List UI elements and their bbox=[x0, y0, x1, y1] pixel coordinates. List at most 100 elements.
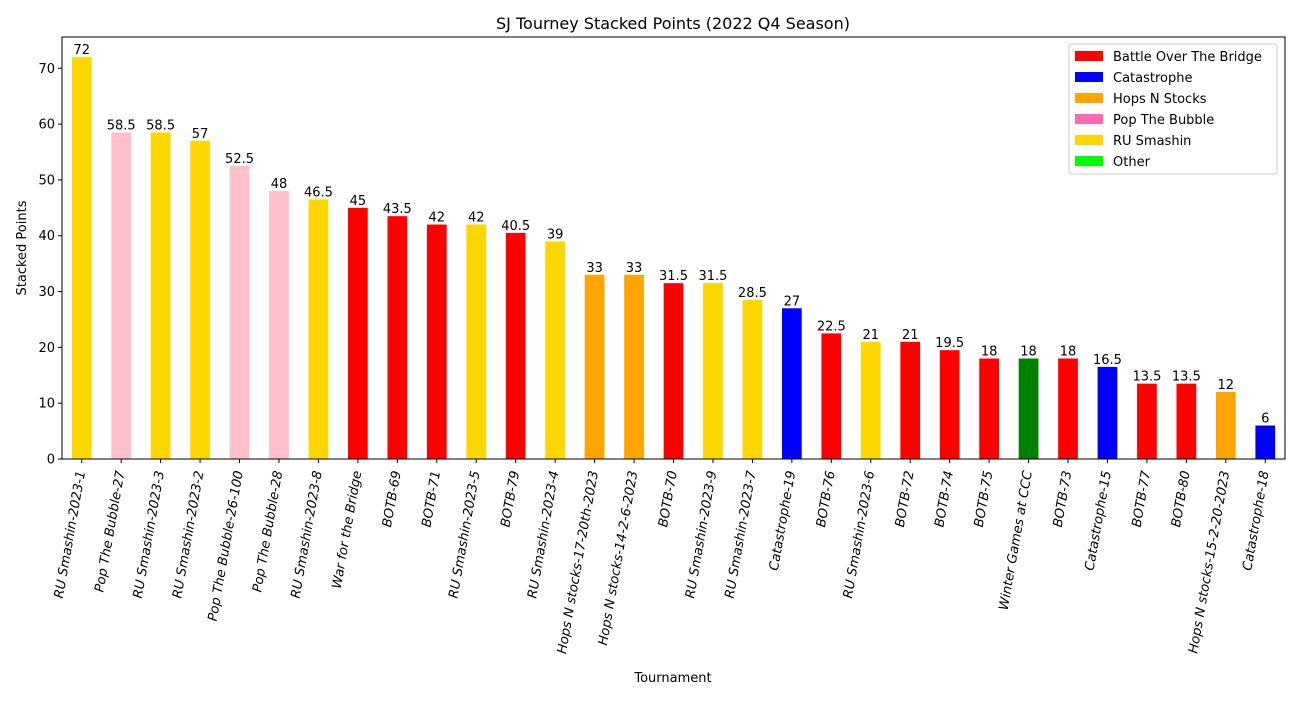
y-axis: 0 10 20 30 40 50 60 70 bbox=[38, 62, 62, 468]
bar-value-label: 22.5 bbox=[817, 319, 846, 334]
bar-value-label: 21 bbox=[862, 328, 879, 343]
bar bbox=[624, 274, 644, 459]
bar bbox=[703, 283, 723, 459]
x-tick-label: BOTB-73 bbox=[1051, 470, 1076, 529]
bars-layer bbox=[71, 57, 1276, 459]
bar-value-label: 57 bbox=[192, 127, 209, 142]
bar bbox=[1097, 366, 1118, 459]
bar bbox=[821, 333, 842, 459]
x-tick-label: Catastrophe-15 bbox=[1083, 470, 1115, 572]
bar-value-label: 58.5 bbox=[107, 118, 136, 133]
bar bbox=[1215, 392, 1236, 459]
x-tick-label: Pop The Bubble-27 bbox=[92, 469, 128, 593]
bar-value-label: 12 bbox=[1218, 378, 1235, 393]
legend-label: Other bbox=[1113, 155, 1151, 170]
plot-frame bbox=[61, 36, 1286, 460]
legend-items: Battle Over The Bridge Catastrophe Hops N … bbox=[1075, 50, 1262, 170]
y-tick-label: 40 bbox=[38, 229, 55, 244]
y-tick-label: 0 bbox=[47, 453, 55, 468]
x-tick-label: Hops N stocks-17-20th-2023 bbox=[555, 470, 602, 655]
bar bbox=[466, 224, 487, 459]
legend-swatch bbox=[1075, 51, 1103, 61]
bar-value-label: 45 bbox=[350, 194, 367, 209]
x-tick-label: Catastrophe-18 bbox=[1240, 470, 1272, 572]
legend-label: Catastrophe bbox=[1113, 71, 1192, 86]
bar bbox=[150, 132, 171, 459]
bar bbox=[71, 57, 92, 459]
bar-value-label: 33 bbox=[626, 261, 643, 276]
x-tick-label: Hops N stocks-14-2-6-2023 bbox=[596, 470, 641, 647]
bar bbox=[979, 358, 999, 459]
bar bbox=[269, 191, 289, 459]
x-tick-label: BOTB-76 bbox=[814, 470, 839, 529]
bar-value-label: 28.5 bbox=[738, 286, 767, 301]
x-tick-label: RU Smashin-2023-8 bbox=[289, 470, 326, 600]
x-tick-label: RU Smashin-2023-1 bbox=[52, 470, 89, 600]
x-tick-label: RU Smashin-2023-6 bbox=[841, 470, 878, 600]
legend: Battle Over The Bridge Catastrophe Hops N … bbox=[1068, 43, 1278, 175]
legend-label: Pop The Bubble bbox=[1113, 113, 1214, 128]
x-tick-label: BOTB-69 bbox=[380, 470, 405, 529]
x-tick-label: RU Smashin-2023-9 bbox=[683, 470, 720, 600]
bar bbox=[545, 241, 566, 459]
legend-label: Hops N Stocks bbox=[1113, 92, 1207, 107]
bar bbox=[505, 232, 526, 459]
legend-swatch bbox=[1075, 135, 1103, 145]
bar bbox=[900, 341, 921, 459]
legend-swatch bbox=[1075, 114, 1103, 124]
bar bbox=[742, 299, 763, 459]
bar-value-label: 18 bbox=[981, 345, 998, 360]
legend-swatch bbox=[1075, 156, 1103, 166]
bar bbox=[229, 165, 250, 459]
bar bbox=[860, 341, 881, 459]
bar-value-label: 27 bbox=[784, 294, 801, 309]
bar-value-label: 40.5 bbox=[501, 219, 530, 234]
bar bbox=[387, 216, 408, 459]
legend-swatch bbox=[1075, 72, 1103, 82]
bar bbox=[111, 132, 132, 459]
x-axis: RU Smashin-2023-1 Pop The Bubble-27 RU Sma… bbox=[52, 459, 1273, 655]
bar-value-label: 72 bbox=[73, 43, 90, 58]
bar-value-label: 18 bbox=[1020, 345, 1037, 360]
bar-value-label: 31.5 bbox=[698, 269, 727, 284]
bar-value-label: 42 bbox=[468, 211, 485, 226]
x-tick-label: RU Smashin-2023-2 bbox=[170, 470, 207, 600]
bar-value-label: 42 bbox=[429, 211, 446, 226]
bar-value-label: 43.5 bbox=[383, 202, 412, 217]
bar-value-label: 18 bbox=[1060, 345, 1077, 360]
bar bbox=[1255, 425, 1276, 459]
bar bbox=[308, 199, 329, 459]
x-tick-label: Pop The Bubble-28 bbox=[250, 470, 286, 594]
bar bbox=[781, 308, 802, 459]
x-tick-label: BOTB-72 bbox=[893, 470, 918, 529]
x-tick-label: RU Smashin-2023-7 bbox=[723, 469, 760, 600]
bar bbox=[1058, 358, 1078, 459]
x-tick-label: BOTB-80 bbox=[1169, 470, 1194, 529]
legend-swatch bbox=[1075, 93, 1103, 103]
bar bbox=[1018, 358, 1039, 459]
bar-value-label: 13.5 bbox=[1132, 370, 1161, 385]
x-tick-label: War for the Bridge bbox=[330, 470, 366, 590]
bar bbox=[663, 283, 684, 459]
y-tick-label: 20 bbox=[38, 341, 55, 356]
bar bbox=[1137, 383, 1157, 459]
x-tick-label: Winter Games at CCC bbox=[997, 469, 1036, 612]
x-axis-title: Tournament bbox=[633, 671, 711, 686]
y-tick-label: 10 bbox=[38, 397, 55, 412]
bar-value-labels: 72 58.5 58.5 57 52.5 48 46.5 45 43.5 42 42 40.5 39 33… bbox=[73, 43, 1269, 426]
y-tick-label: 60 bbox=[38, 118, 55, 133]
x-tick-label: BOTB-71 bbox=[420, 470, 445, 529]
x-tick-label: BOTB-77 bbox=[1130, 469, 1155, 528]
x-tick-label: Catastrophe-19 bbox=[767, 470, 799, 572]
bar-value-label: 31.5 bbox=[659, 269, 688, 284]
bar-value-label: 58.5 bbox=[146, 118, 175, 133]
bar-value-label: 6 bbox=[1261, 412, 1269, 427]
legend-box bbox=[1068, 43, 1278, 175]
y-tick-label: 30 bbox=[38, 285, 55, 300]
bar bbox=[584, 274, 605, 459]
y-tick-label: 50 bbox=[38, 173, 55, 188]
bar-value-label: 39 bbox=[547, 227, 564, 242]
y-tick-label: 70 bbox=[38, 62, 55, 77]
x-tick-label: BOTB-79 bbox=[498, 470, 523, 529]
